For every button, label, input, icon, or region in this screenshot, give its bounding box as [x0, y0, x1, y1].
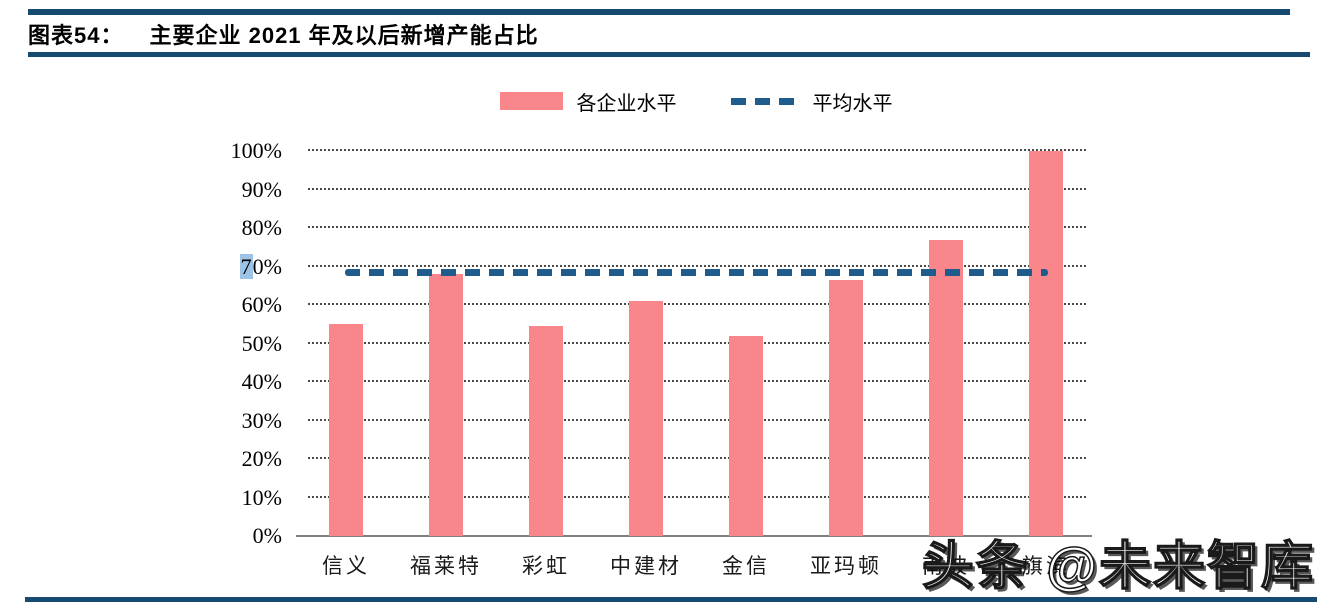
gridline-20%	[308, 457, 1086, 459]
top-rule	[28, 9, 1290, 15]
y-tick-label: 50%	[241, 330, 282, 356]
gridline-70%	[308, 264, 1086, 267]
y-tick-label: 40%	[241, 369, 282, 394]
gridline-50%	[308, 341, 1086, 344]
y-tick-label: 20%	[241, 446, 282, 471]
average-line-swatch	[730, 97, 799, 105]
x-tick-label: 中建材	[610, 554, 682, 578]
bar-中建材	[629, 301, 663, 536]
y-tick-label: 10%	[241, 484, 282, 510]
gridline-90%	[308, 187, 1086, 190]
gridline-10%	[308, 495, 1086, 498]
bar-福莱特	[429, 274, 463, 536]
y-tick-label: 90%	[241, 176, 282, 202]
gridline-60%	[308, 303, 1086, 305]
average-line	[345, 268, 1048, 276]
gridline-30%	[308, 418, 1086, 421]
gridline-40%	[308, 380, 1086, 382]
bar-彩虹	[529, 326, 563, 536]
plot-area: 0% 10% 20% 30% 40% 50% 60% 70% 80% 90% 100% 信义 福莱特 彩虹…	[231, 140, 1096, 578]
chart-legend: 各企业水平 平均水平	[296, 88, 1096, 115]
x-tick-label: 信义	[322, 554, 370, 578]
watermark: 头条 @未来智库	[921, 537, 1315, 597]
x-axis-line	[296, 535, 1092, 537]
x-tick-label: 亚玛顿	[810, 554, 882, 578]
average-legend-label: 平均水平	[812, 92, 893, 115]
y-tick-label: 100%	[230, 138, 282, 163]
y-tick-label: 80%	[241, 215, 282, 240]
bar-信义	[329, 324, 363, 536]
x-tick-label: 旗滨	[1022, 554, 1070, 578]
bar-亚玛顿	[829, 279, 863, 536]
selection-highlight: 7	[239, 253, 253, 279]
chart-header: 图表54： 主要企业 2021 年及以后新增产能占比	[28, 18, 539, 50]
y-tick-label: 70%	[239, 253, 282, 279]
gridline-100%	[308, 149, 1086, 151]
y-tick-label: 30%	[241, 407, 282, 433]
series-legend-label: 各企业水平	[576, 92, 677, 115]
x-tick-label: 彩虹	[522, 554, 570, 578]
bar-南玻	[929, 239, 963, 536]
page-title: 主要企业 2021 年及以后新增产能占比	[149, 23, 539, 48]
title-underline	[28, 52, 1310, 57]
y-tick-label: 60%	[241, 292, 282, 317]
bar-金信	[729, 335, 763, 536]
x-tick-label: 福莱特	[410, 554, 482, 578]
x-tick-label: 南玻	[922, 554, 970, 578]
series-color-swatch	[499, 92, 563, 110]
y-tick-label: 0%	[252, 523, 282, 548]
bottom-rule	[25, 597, 1317, 602]
figure-tag: 图表54：	[28, 23, 124, 48]
x-tick-label: 金信	[722, 554, 770, 578]
gridline-80%	[308, 226, 1086, 228]
bar-旗滨	[1029, 151, 1063, 536]
